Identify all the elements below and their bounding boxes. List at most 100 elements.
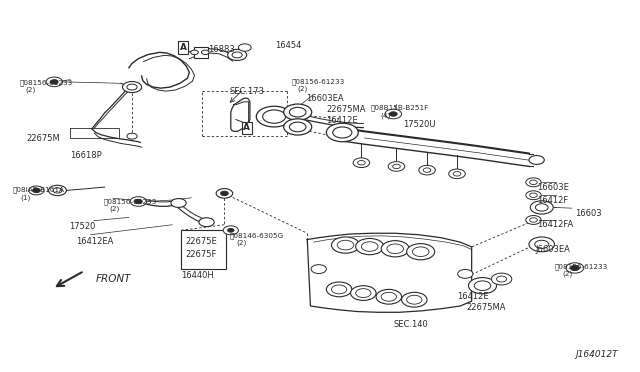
Text: 16412E: 16412E	[457, 292, 488, 301]
Circle shape	[51, 80, 58, 84]
Text: SEC.140: SEC.140	[394, 320, 428, 328]
Circle shape	[289, 108, 306, 117]
Text: 22675M: 22675M	[27, 134, 61, 143]
Text: 16412EA: 16412EA	[77, 237, 114, 246]
Circle shape	[353, 158, 370, 167]
Circle shape	[53, 188, 62, 193]
Circle shape	[419, 165, 435, 175]
Bar	[195, 47, 209, 58]
Circle shape	[530, 218, 538, 222]
Text: 16883: 16883	[209, 45, 236, 54]
Text: (2): (2)	[562, 271, 572, 278]
Circle shape	[423, 168, 431, 172]
Circle shape	[381, 241, 409, 257]
Circle shape	[221, 191, 228, 196]
Text: A: A	[243, 123, 250, 132]
Text: 16603EA: 16603EA	[306, 94, 344, 103]
Circle shape	[127, 84, 137, 90]
Circle shape	[171, 199, 186, 208]
Text: 17520: 17520	[69, 222, 95, 231]
Circle shape	[530, 180, 538, 185]
Text: (4): (4)	[381, 112, 391, 119]
Circle shape	[526, 215, 541, 224]
Text: FRONT: FRONT	[96, 274, 131, 284]
Text: (2): (2)	[298, 86, 308, 92]
Text: Ⓡ08146-6305G: Ⓡ08146-6305G	[230, 232, 284, 239]
Circle shape	[284, 119, 312, 135]
Circle shape	[332, 285, 347, 294]
Circle shape	[474, 281, 491, 291]
Circle shape	[356, 289, 371, 298]
Circle shape	[284, 104, 312, 120]
Circle shape	[262, 110, 285, 123]
Text: 22675MA: 22675MA	[326, 105, 366, 114]
Text: 17520U: 17520U	[403, 119, 435, 129]
Circle shape	[529, 155, 544, 164]
Circle shape	[535, 240, 548, 248]
Circle shape	[337, 240, 354, 250]
Text: 16412E: 16412E	[326, 116, 358, 125]
Circle shape	[531, 201, 553, 214]
Bar	[181, 230, 226, 269]
Circle shape	[449, 169, 465, 179]
Circle shape	[326, 123, 358, 142]
Circle shape	[358, 161, 365, 165]
Circle shape	[223, 226, 239, 235]
Circle shape	[412, 247, 429, 257]
Circle shape	[376, 289, 401, 304]
Circle shape	[256, 106, 292, 127]
Circle shape	[406, 295, 422, 304]
Circle shape	[332, 237, 360, 253]
Circle shape	[311, 264, 326, 273]
Circle shape	[228, 228, 234, 232]
Circle shape	[387, 244, 403, 254]
Circle shape	[216, 189, 233, 198]
Circle shape	[49, 185, 67, 196]
Circle shape	[33, 188, 40, 193]
Circle shape	[46, 77, 63, 87]
Circle shape	[351, 286, 376, 301]
Text: J164012T: J164012T	[575, 350, 618, 359]
Text: 16618P: 16618P	[70, 151, 102, 160]
Circle shape	[393, 164, 400, 169]
Circle shape	[326, 282, 352, 297]
Circle shape	[289, 122, 306, 132]
Text: 16412FA: 16412FA	[537, 220, 573, 229]
Circle shape	[566, 263, 584, 273]
Circle shape	[356, 238, 384, 255]
Text: (1): (1)	[20, 194, 31, 201]
Text: 16454: 16454	[275, 41, 302, 50]
Text: 16440H: 16440H	[181, 271, 214, 280]
Circle shape	[228, 49, 246, 61]
Circle shape	[497, 276, 507, 282]
Text: (2): (2)	[109, 206, 120, 212]
Circle shape	[526, 178, 541, 187]
Circle shape	[333, 127, 352, 138]
Circle shape	[381, 292, 396, 301]
Text: Ⓡ08156-61233: Ⓡ08156-61233	[103, 198, 157, 205]
Circle shape	[401, 292, 427, 307]
Text: Ⓡ08B15B-B251F: Ⓡ08B15B-B251F	[371, 105, 429, 111]
Text: A: A	[179, 43, 186, 52]
Text: Ⓡ08156-61233: Ⓡ08156-61233	[554, 263, 608, 270]
Circle shape	[468, 278, 497, 294]
Circle shape	[536, 204, 548, 211]
Text: Ⓡ08IAB-B161A: Ⓡ08IAB-B161A	[13, 187, 65, 193]
Text: (2): (2)	[26, 86, 36, 93]
Circle shape	[134, 199, 142, 204]
Text: (2): (2)	[236, 240, 246, 246]
Text: Ⓡ08156-61233: Ⓡ08156-61233	[291, 78, 344, 85]
Circle shape	[530, 193, 538, 198]
Text: SEC.173: SEC.173	[230, 87, 264, 96]
Circle shape	[453, 171, 461, 176]
Text: 22675F: 22675F	[185, 250, 216, 259]
Text: J6603EA: J6603EA	[536, 245, 570, 254]
Circle shape	[122, 81, 141, 93]
Circle shape	[232, 52, 243, 58]
Circle shape	[362, 242, 378, 251]
Circle shape	[390, 112, 397, 116]
Circle shape	[130, 197, 147, 206]
Circle shape	[529, 237, 554, 252]
Circle shape	[458, 269, 473, 278]
Circle shape	[239, 44, 251, 51]
